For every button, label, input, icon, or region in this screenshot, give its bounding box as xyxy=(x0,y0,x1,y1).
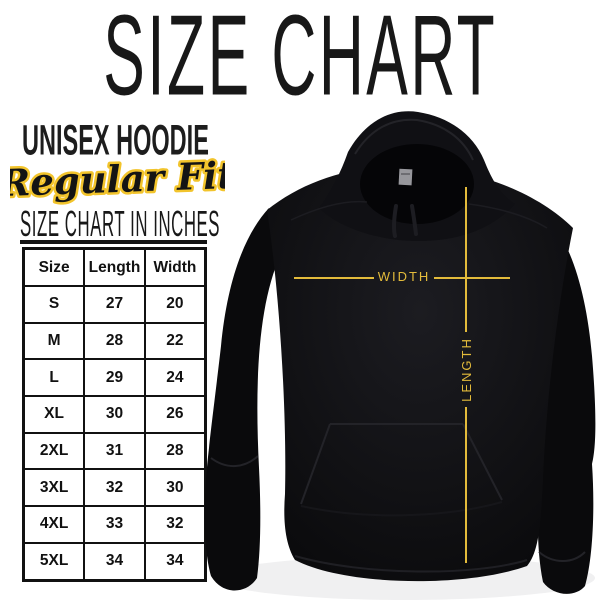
cell-length: 27 xyxy=(83,285,146,324)
cell-size: 3XL xyxy=(22,468,86,508)
page-title: SIZE CHART xyxy=(0,0,600,113)
cell-length: 33 xyxy=(83,505,146,544)
width-label-text: WIDTH xyxy=(377,269,431,284)
width-measure-line-left xyxy=(294,277,374,279)
product-name: UNISEX HOODIE xyxy=(22,115,356,164)
neck-tag xyxy=(398,168,413,186)
right-cuff-seam xyxy=(538,551,586,562)
table-caption: SIZE CHART IN INCHES xyxy=(20,206,377,242)
cell-length: 30 xyxy=(83,395,146,434)
length-measure-label: LENGTH xyxy=(432,330,500,408)
cell-length: 34 xyxy=(83,541,146,582)
length-measure-line-top xyxy=(465,187,467,332)
table-row: 4XL 33 32 xyxy=(22,505,207,544)
table-row: 3XL 32 30 xyxy=(22,468,207,508)
cell-length: 32 xyxy=(83,468,146,508)
hoodie-illustration xyxy=(204,111,596,600)
drawstring-right xyxy=(410,204,418,236)
cell-size: S xyxy=(22,285,86,324)
shoulder-seam-right xyxy=(468,203,548,229)
table-caption-text: SIZE CHART IN INCHES xyxy=(20,204,221,245)
hood-rim-highlight xyxy=(354,118,474,161)
cell-size: 4XL xyxy=(22,505,86,544)
fit-label: Regular Fit xyxy=(10,150,225,207)
hoodie-body xyxy=(267,165,573,582)
cell-width: 20 xyxy=(143,285,207,324)
cell-width: 32 xyxy=(143,505,207,544)
hem-seam xyxy=(294,555,528,573)
cell-width: 24 xyxy=(143,358,207,398)
size-table: Size Length Width S 27 20 M 28 22 L 29 2… xyxy=(22,247,207,582)
cell-length: 31 xyxy=(83,431,146,471)
cell-size: 2XL xyxy=(22,431,86,471)
table-row: S 27 20 xyxy=(22,285,207,324)
width-measure-line-right xyxy=(434,277,510,279)
cell-size: M xyxy=(22,321,86,361)
caption-underline xyxy=(20,240,207,244)
length-measure-line-bottom xyxy=(465,407,467,563)
drawstring-left xyxy=(391,204,398,238)
cell-length: 28 xyxy=(83,321,146,361)
shoulder-seam-left xyxy=(290,200,368,221)
left-cuff-seam xyxy=(210,455,259,467)
width-measure-label: WIDTH xyxy=(374,269,434,284)
cell-width: 22 xyxy=(143,321,207,361)
cell-width: 30 xyxy=(143,468,207,508)
table-row: 5XL 34 34 xyxy=(22,541,207,582)
product-name-text: UNISEX HOODIE xyxy=(22,115,209,164)
col-header-width: Width xyxy=(143,247,207,288)
fit-label-text: Regular Fit xyxy=(10,153,225,205)
cell-size: L xyxy=(22,358,86,398)
cell-length: 29 xyxy=(83,358,146,398)
page-title-text: SIZE CHART xyxy=(103,0,497,120)
col-header-length: Length xyxy=(83,247,146,288)
table-row: L 29 24 xyxy=(22,358,207,398)
hoodie-left-sleeve xyxy=(204,208,281,591)
cell-width: 26 xyxy=(143,395,207,434)
cell-width: 28 xyxy=(143,431,207,471)
hoodie-product-image xyxy=(195,108,600,600)
table-header-row: Size Length Width xyxy=(22,247,207,288)
cell-size: XL xyxy=(22,395,86,434)
col-header-size: Size xyxy=(22,247,86,288)
pocket-seams xyxy=(300,423,503,505)
cell-width: 34 xyxy=(143,541,207,582)
length-label-text: LENGTH xyxy=(458,336,474,402)
table-row: 2XL 31 28 xyxy=(22,431,207,471)
table-row: XL 30 26 xyxy=(22,395,207,434)
table-row: M 28 22 xyxy=(22,321,207,361)
hood-opening-shadow xyxy=(360,144,474,224)
cell-size: 5XL xyxy=(22,541,86,582)
pocket-bottom-seam xyxy=(300,501,503,517)
